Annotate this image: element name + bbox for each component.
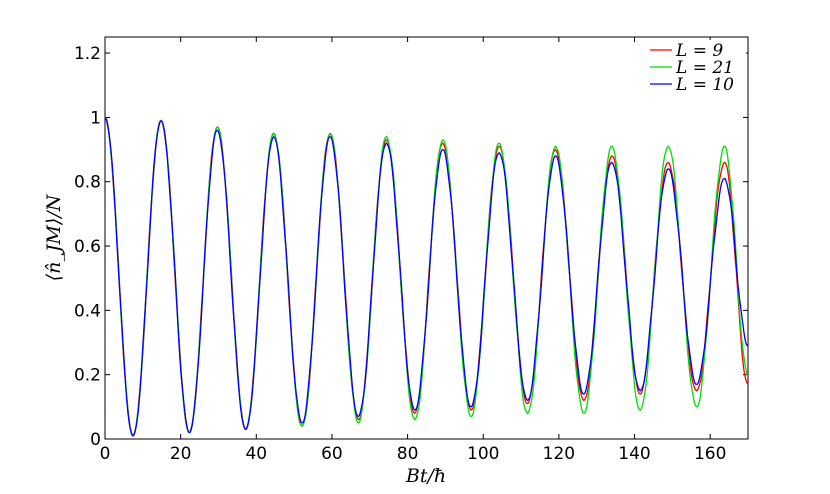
legend-entry: L = 9 bbox=[675, 41, 723, 61]
y-tick-label: 0.4 bbox=[74, 301, 101, 321]
x-tick-label: 140 bbox=[618, 444, 650, 464]
legend: L = 9L = 21L = 10 bbox=[640, 40, 746, 98]
y-tick-label: 0 bbox=[90, 430, 101, 450]
x-axis-label: Bt/ħ bbox=[405, 465, 446, 487]
x-tick-label: 160 bbox=[694, 444, 726, 464]
x-tick-label: 40 bbox=[245, 444, 267, 464]
series-layer bbox=[104, 116, 749, 437]
axis-ticks: 0 20 40 60 80 100 120 140 160 0 0.2 0.4 0.6 0.8 1 1.2 bbox=[74, 37, 748, 464]
y-axis-label: ⟨n̂_JM⟩/N bbox=[43, 193, 65, 281]
y-tick-label: 1.2 bbox=[74, 44, 101, 64]
y-tick-label: 0.8 bbox=[74, 173, 101, 193]
legend-entry: L = 21 bbox=[675, 58, 734, 78]
x-tick-label: 100 bbox=[467, 444, 499, 464]
x-tick-label: 20 bbox=[170, 444, 192, 464]
x-tick-label: 60 bbox=[321, 444, 343, 464]
legend-entry: L = 10 bbox=[675, 75, 734, 95]
plot-area bbox=[104, 36, 749, 440]
x-tick-label: 120 bbox=[543, 444, 575, 464]
series-line-3 bbox=[104, 117, 749, 437]
y-tick-label: 0.6 bbox=[74, 237, 101, 257]
y-tick-label: 0.2 bbox=[74, 366, 101, 386]
x-tick-label: 0 bbox=[100, 444, 111, 464]
y-tick-label: 1 bbox=[90, 108, 101, 128]
x-tick-label: 80 bbox=[397, 444, 419, 464]
